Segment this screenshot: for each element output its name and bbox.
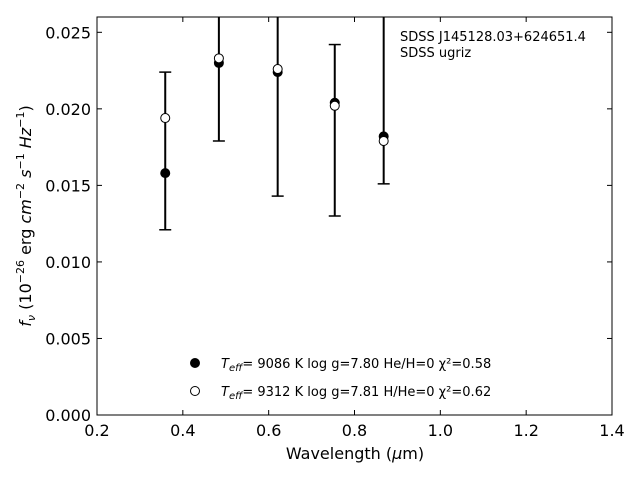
y-tick-label: 0.025 xyxy=(45,23,91,42)
error-bars xyxy=(159,17,390,231)
legend: Teff= 9086 K log g=7.80 He/H=0 χ²=0.58 T… xyxy=(190,357,491,402)
data-points xyxy=(160,53,389,179)
legend-marker-open xyxy=(190,386,200,396)
annotation-object: SDSS J145128.03+624651.4 xyxy=(400,30,586,45)
annotation-survey: SDSS ugriz xyxy=(400,46,471,61)
y-tick-label: 0.020 xyxy=(45,100,91,119)
legend-marker-filled xyxy=(190,358,200,368)
x-tick-label: 1.0 xyxy=(428,421,453,440)
x-tick-label: 0.4 xyxy=(170,421,195,440)
axis-ticks: 0.2 0.4 0.6 0.8 1.0 1.2 1.4 0.000 0.005 0.010 0.01… xyxy=(45,17,625,440)
model-point-filled xyxy=(160,168,171,179)
x-tick-label: 1.2 xyxy=(513,421,538,440)
x-tick-label: 0.2 xyxy=(84,421,109,440)
x-tick-label: 0.8 xyxy=(342,421,367,440)
model-point-open xyxy=(329,100,340,111)
y-tick-label: 0.015 xyxy=(45,176,91,195)
model-point-open xyxy=(378,135,389,146)
y-tick-label: 0.010 xyxy=(45,253,91,272)
x-tick-label: 1.4 xyxy=(599,421,624,440)
y-axis-label: fν (10−26 erg cm−2 s−1 Hz−1) xyxy=(14,105,38,326)
model-point-open xyxy=(272,64,283,75)
y-tick-label: 0.005 xyxy=(45,329,91,348)
x-axis-label: Wavelength (μm) xyxy=(286,444,424,463)
legend-entry-2: Teff= 9312 K log g=7.81 H/He=0 χ²=0.62 xyxy=(221,385,491,402)
y-tick-label: 0.000 xyxy=(45,406,91,425)
x-tick-label: 0.6 xyxy=(256,421,281,440)
plot-frame xyxy=(96,16,613,416)
model-point-open xyxy=(160,113,171,124)
model-point-open xyxy=(213,53,224,64)
legend-entry-1: Teff= 9086 K log g=7.80 He/H=0 χ²=0.58 xyxy=(221,357,491,374)
